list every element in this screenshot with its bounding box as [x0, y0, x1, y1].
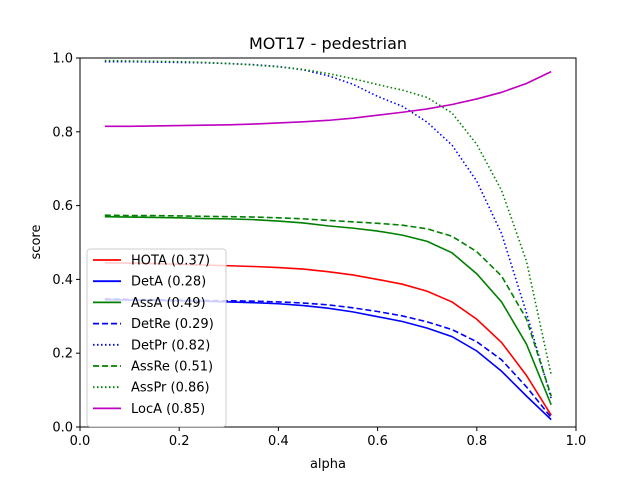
legend-label: HOTA (0.37): [131, 254, 210, 269]
legend: HOTA (0.37) DetA (0.28) AssA (0.49) DetRe (…: [86, 248, 227, 428]
legend-label: DetRe (0.29): [131, 317, 214, 332]
x-axis-label: alpha: [310, 457, 346, 472]
x-tick-label: 0.6: [367, 434, 388, 449]
series-line-detpr: [104, 60, 552, 399]
x-tick-label: 0.0: [70, 434, 91, 449]
legend-box: [86, 248, 227, 428]
chart-title: MOT17 - pedestrian: [249, 34, 407, 53]
x-tick-label: 0.4: [268, 434, 289, 449]
legend-label: AssPr (0.86): [131, 381, 210, 396]
series-line-assa: [104, 215, 552, 406]
y-tick-label: 0.0: [52, 421, 73, 436]
y-axis-label: score: [29, 225, 44, 260]
y-tick-label: 0.8: [52, 125, 73, 140]
plot-frame: [79, 57, 577, 428]
legend-label: AssA (0.49): [131, 296, 206, 311]
legend-label: DetA (0.28): [131, 275, 206, 290]
series-line-assre: [104, 214, 552, 397]
x-tick-label: 1.0: [566, 434, 587, 449]
legend-label: DetPr (0.82): [131, 338, 210, 353]
y-tick-label: 0.6: [52, 199, 73, 214]
y-tick-label: 1.0: [52, 52, 73, 67]
x-tick-label: 0.8: [466, 434, 487, 449]
y-tick-label: 0.2: [52, 347, 73, 362]
y-tick-label: 0.4: [52, 273, 73, 288]
series-line-loca: [104, 70, 552, 128]
legend-label: AssRe (0.51): [131, 360, 213, 375]
x-tick-label: 0.2: [169, 434, 190, 449]
legend-label: LocA (0.85): [131, 402, 205, 417]
